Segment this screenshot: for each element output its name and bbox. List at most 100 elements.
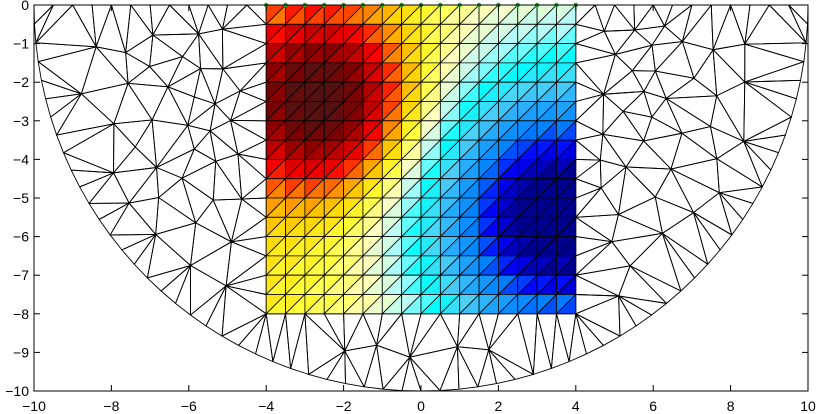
- outer-mesh-triangle: [221, 313, 267, 346]
- outer-mesh-triangle: [730, 4, 751, 45]
- outer-mesh-triangle: [409, 313, 458, 358]
- outer-mesh-triangle: [128, 167, 160, 204]
- y-tick-label: −6: [13, 229, 29, 245]
- outer-mesh-triangle: [654, 41, 695, 79]
- outer-mesh-triangle: [744, 42, 807, 63]
- outer-mesh-triangle: [743, 140, 772, 188]
- outer-mesh-triangle: [401, 356, 422, 392]
- outer-mesh-triangle: [629, 232, 682, 292]
- outer-mesh-triangle: [625, 140, 672, 170]
- outer-mesh-triangle: [113, 167, 157, 204]
- outer-mesh-triangle: [517, 313, 538, 375]
- outer-mesh-triangle: [603, 70, 645, 95]
- outer-mesh-triangle: [285, 313, 306, 369]
- outer-mesh-triangle: [80, 82, 129, 125]
- x-tick-label: 0: [417, 398, 425, 414]
- outer-mesh-triangle: [215, 153, 243, 200]
- outer-mesh-triangle: [575, 159, 602, 189]
- outer-mesh-triangle: [575, 313, 621, 346]
- outer-mesh-triangle: [665, 95, 718, 127]
- outer-mesh-triangle: [456, 346, 490, 388]
- outer-mesh-triangle: [190, 222, 232, 266]
- outer-mesh-triangle: [376, 313, 411, 358]
- outer-mesh-triangle: [134, 119, 157, 168]
- outer-mesh-triangle: [230, 120, 267, 155]
- x-tick-labels: −10 −8 −6 −4 −2 0 2 4 6 8 10: [22, 398, 816, 414]
- outer-mesh-triangle: [214, 90, 241, 121]
- y-tick-label: −5: [13, 190, 29, 206]
- outer-mesh-triangle: [614, 29, 653, 55]
- outer-mesh-triangle: [618, 295, 637, 337]
- outer-mesh-triangle: [156, 124, 195, 168]
- y-tick-label: −7: [13, 267, 29, 283]
- outer-mesh-triangle: [238, 313, 267, 355]
- outer-mesh-triangle: [744, 4, 770, 45]
- y-tick-label: −4: [13, 151, 29, 167]
- outer-mesh-triangle: [190, 241, 232, 287]
- outer-mesh-triangle: [323, 313, 346, 352]
- outer-mesh-triangle: [488, 313, 519, 351]
- outer-mesh-triangle: [712, 4, 746, 51]
- y-tick-labels: 0 −1 −2 −3 −4 −5 −6 −7 −8 −9 −10: [5, 0, 29, 399]
- outer-mesh-triangle: [212, 160, 243, 201]
- outer-mesh-triangle: [95, 46, 129, 84]
- outer-mesh-triangle: [629, 265, 682, 304]
- x-tick-label: 8: [727, 398, 735, 414]
- outer-mesh-triangle: [225, 241, 267, 287]
- axes-box: [33, 4, 809, 392]
- outer-mesh-triangle: [744, 81, 797, 118]
- outer-mesh-triangle: [670, 168, 720, 214]
- outer-mesh-triangle: [128, 197, 160, 235]
- outer-mesh-triangle: [160, 265, 191, 304]
- outer-mesh-triangle: [113, 146, 157, 174]
- y-tick-label: −2: [13, 74, 29, 90]
- outer-mesh-triangle: [603, 91, 645, 112]
- outer-mesh-triangle: [651, 97, 683, 134]
- outer-mesh-triangle: [575, 313, 604, 355]
- outer-mesh-triangle: [63, 123, 115, 174]
- outer-mesh-triangle: [45, 93, 82, 118]
- outer-mesh-triangle: [716, 140, 763, 188]
- outer-mesh-triangle: [151, 119, 189, 168]
- y-tick-label: −8: [13, 306, 29, 322]
- outer-mesh-triangle: [146, 265, 191, 292]
- y-tick-label: −10: [5, 383, 29, 399]
- outer-mesh-triangle: [488, 349, 534, 380]
- outer-mesh-triangle: [575, 133, 604, 161]
- outer-mesh-triangle: [712, 49, 746, 97]
- outer-mesh-triangle: [575, 23, 605, 45]
- outer-mesh-triangle: [599, 159, 627, 189]
- outer-mesh-triangle: [532, 313, 552, 375]
- outer-mesh-triangle: [95, 4, 127, 54]
- outer-mesh-triangle: [600, 166, 627, 215]
- outer-mesh-triangle: [618, 265, 667, 304]
- outer-mesh-triangle: [230, 236, 267, 257]
- outer-mesh-triangle: [304, 313, 346, 352]
- outer-mesh-triangle: [188, 4, 209, 35]
- x-tick-label: −8: [103, 398, 119, 414]
- outer-mesh-triangle: [661, 212, 709, 265]
- outer-mesh-triangle: [362, 313, 383, 346]
- outer-mesh-triangle: [602, 110, 645, 142]
- outer-mesh-triangle: [181, 177, 214, 224]
- outer-mesh-triangle: [175, 265, 191, 316]
- outer-mesh-triangle: [456, 313, 490, 351]
- outer-mesh-triangle: [195, 199, 232, 243]
- outer-mesh-triangle: [575, 241, 631, 276]
- outer-mesh-triangle: [158, 177, 197, 224]
- outer-mesh-triangle: [190, 265, 227, 316]
- outer-mesh-triangle: [79, 172, 115, 204]
- outer-mesh-triangle: [664, 4, 693, 42]
- outer-mesh-triangle: [225, 285, 267, 315]
- outer-mesh-triangle: [200, 68, 224, 105]
- outer-mesh-triangle: [187, 96, 216, 126]
- outer-mesh-triangle: [113, 82, 153, 125]
- outer-mesh-triangle: [156, 148, 195, 179]
- outer-mesh-triangle: [155, 222, 197, 266]
- x-tick-label: −2: [336, 398, 352, 414]
- outer-mesh-triangle: [622, 110, 653, 142]
- outer-mesh-triangle: [718, 192, 754, 220]
- outer-mesh-triangle: [536, 313, 557, 369]
- outer-mesh-triangle: [88, 172, 130, 204]
